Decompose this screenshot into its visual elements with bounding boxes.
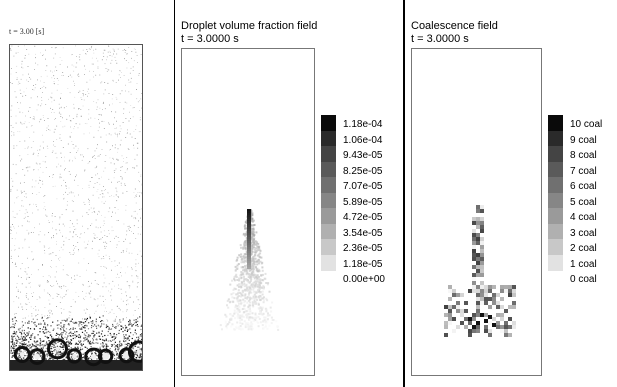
droplet-legend-swatch	[321, 223, 336, 240]
droplet-legend-swatch	[321, 254, 336, 271]
droplet-legend-label: 0.00e+00	[343, 274, 385, 285]
droplet-legend-swatch	[321, 161, 336, 178]
coal-legend-swatch	[548, 130, 563, 147]
coal-legend-swatch	[548, 146, 563, 162]
coal-legend-label: 3 coal	[570, 227, 597, 239]
coal-legend-swatch	[548, 208, 563, 224]
droplet-legend-label: 2.36e-05	[343, 243, 383, 254]
coalescence-panel: Coalescence field t = 3.0000 s 10 coal 9 …	[404, 0, 617, 387]
droplet-legend-swatch	[321, 192, 336, 209]
coal-legend-swatch	[548, 115, 563, 131]
coalescence-plot	[411, 48, 542, 376]
coalescence-cells-image	[444, 205, 516, 337]
droplet-legend-label: 1.06e-04	[343, 134, 383, 146]
coalescence-title: Coalescence field	[411, 20, 498, 32]
coal-legend-label: 4 coal	[570, 212, 597, 223]
coal-legend-label: 5 coal	[570, 196, 597, 208]
coal-legend-label: 10 coal	[570, 119, 603, 130]
snapshot-time-label: t = 3.00 [s]	[9, 27, 45, 36]
droplet-legend-label: 5.89e-05	[343, 196, 383, 208]
droplet-fraction-panel: Droplet volume fraction field t = 3.0000…	[174, 0, 404, 387]
droplet-legend-label: 4.72e-05	[343, 212, 383, 223]
particle-snapshot-panel: t = 3.00 [s]	[0, 0, 170, 387]
droplet-legend-swatch	[321, 177, 336, 193]
coal-legend-swatch	[548, 239, 563, 255]
droplet-legend-label: 7.07e-05	[343, 181, 383, 192]
coalescence-time: t = 3.0000 s	[411, 33, 469, 45]
droplet-plume-image	[219, 209, 280, 331]
droplet-legend-swatch	[321, 146, 336, 162]
droplet-legend-swatch	[321, 239, 336, 255]
coal-legend-swatch	[548, 192, 563, 209]
droplet-legend-swatch	[321, 115, 336, 131]
coal-legend-label: 0 coal	[570, 274, 597, 285]
droplet-legend-swatch	[321, 130, 336, 147]
droplet-legend-label: 9.43e-05	[343, 150, 383, 161]
droplet-legend-label: 1.18e-05	[343, 258, 383, 270]
droplet-legend-label: 1.18e-04	[343, 119, 383, 130]
droplet-fraction-title: Droplet volume fraction field	[181, 20, 318, 32]
particle-scatter-image	[10, 45, 142, 370]
droplet-legend-swatch	[321, 208, 336, 224]
droplet-legend-label: 3.54e-05	[343, 227, 383, 239]
coal-legend-label: 9 coal	[570, 134, 597, 146]
droplet-fraction-plot	[181, 48, 315, 376]
coal-legend-label: 8 coal	[570, 150, 597, 161]
snapshot-frame	[9, 44, 143, 371]
coal-legend-label: 6 coal	[570, 181, 597, 192]
coal-legend-swatch	[548, 161, 563, 178]
droplet-fraction-time: t = 3.0000 s	[181, 33, 239, 45]
droplet-legend-label: 8.25e-05	[343, 165, 383, 177]
coal-legend-swatch	[548, 177, 563, 193]
coal-legend-swatch	[548, 223, 563, 240]
coal-legend-label: 2 coal	[570, 243, 597, 254]
coal-legend-label: 1 coal	[570, 258, 597, 270]
coal-legend-swatch	[548, 254, 563, 271]
coal-legend-label: 7 coal	[570, 165, 597, 177]
